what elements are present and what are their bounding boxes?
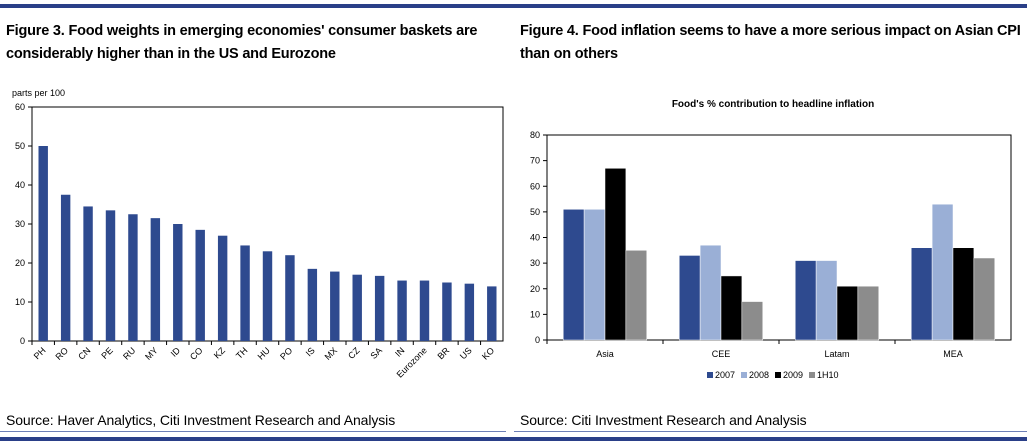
bar <box>397 280 407 341</box>
bar-2008 <box>699 244 722 341</box>
bar <box>307 268 318 341</box>
legend-swatch <box>707 372 713 378</box>
bar-1h10 <box>625 250 648 341</box>
figure-4-source-rule <box>514 431 1027 432</box>
y-tick-label: 20 <box>15 258 25 268</box>
bar <box>487 286 497 341</box>
bar <box>105 210 116 341</box>
x-tick-label: CEE <box>712 349 731 359</box>
y-tick-label: 40 <box>530 233 540 243</box>
legend-swatch <box>809 372 815 378</box>
x-tick-label: MEA <box>943 349 963 359</box>
top-rule <box>0 4 1027 8</box>
y-tick-label: 30 <box>530 258 540 268</box>
bar-2009 <box>720 275 743 341</box>
bar-2007 <box>910 247 933 341</box>
bar-2008 <box>931 203 954 341</box>
figure-3-title-line-2: considerably higher than in the US and E… <box>6 46 336 62</box>
bar-2009 <box>604 168 627 341</box>
bar <box>330 271 340 341</box>
bar-2008 <box>815 260 838 341</box>
y-tick-label: 30 <box>15 219 25 229</box>
bar <box>195 229 205 341</box>
y-tick-label: 10 <box>530 309 540 319</box>
bar <box>38 146 48 341</box>
y-tick-label: 50 <box>15 141 25 151</box>
bar-2009 <box>952 247 975 341</box>
bar-1h10 <box>741 301 764 341</box>
y-tick-label: 70 <box>530 156 540 166</box>
legend-label: 2009 <box>783 370 803 380</box>
bar-2007 <box>678 255 701 341</box>
figure-3-source: Source: Haver Analytics, Citi Investment… <box>6 412 396 428</box>
figure-4-title: Figure 4. Food inflation seems to have a… <box>520 20 1025 66</box>
x-tick-label: Latam <box>824 349 849 359</box>
bar <box>419 280 430 341</box>
y-tick-label: 60 <box>15 102 25 112</box>
y-tick-label: 80 <box>530 130 540 140</box>
bar <box>262 251 273 341</box>
y-tick-label: 40 <box>15 180 25 190</box>
bar <box>128 214 138 341</box>
figure-3-title: Figure 3. Food weights in emerging econo… <box>6 20 506 66</box>
y-axis-label: parts per 100 <box>12 88 65 98</box>
bar-1h10 <box>973 257 996 341</box>
bar-2007 <box>562 209 585 341</box>
bar-2009 <box>836 285 859 341</box>
y-tick-label: 0 <box>535 335 540 345</box>
chart-title: Food's % contribution to headline inflat… <box>672 99 874 110</box>
bar <box>217 235 228 341</box>
bar-1h10 <box>857 285 880 341</box>
bar <box>173 224 183 341</box>
bar-2007 <box>794 260 817 341</box>
y-tick-label: 20 <box>530 284 540 294</box>
bar <box>352 274 362 341</box>
bar <box>442 282 452 341</box>
x-tick-label: Asia <box>596 349 614 359</box>
bar <box>83 206 93 341</box>
legend-swatch <box>775 372 781 378</box>
y-tick-label: 10 <box>15 297 25 307</box>
bar-2008 <box>583 209 606 341</box>
bar <box>464 283 475 341</box>
legend-swatch <box>741 372 747 378</box>
y-tick-label: 50 <box>530 207 540 217</box>
legend-label: 2007 <box>715 370 735 380</box>
bar <box>240 245 250 341</box>
figure-3-title-line-1: Figure 3. Food weights in emerging econo… <box>6 23 478 39</box>
bar <box>150 218 161 341</box>
figure-4-title-line-1: Figure 4. Food inflation seems to have a… <box>520 23 1021 39</box>
bar <box>374 275 385 341</box>
y-tick-label: 60 <box>530 181 540 191</box>
figure-4-source: Source: Citi Investment Research and Ana… <box>520 412 807 428</box>
bar <box>60 194 71 341</box>
legend-label: 1H10 <box>817 370 839 380</box>
y-tick-label: 0 <box>20 336 25 346</box>
bar <box>285 255 295 341</box>
legend-label: 2008 <box>749 370 769 380</box>
figure-3-source-rule <box>0 431 506 432</box>
figure-4-title-line-2: than on others <box>520 46 618 62</box>
bottom-rule <box>0 437 1027 441</box>
